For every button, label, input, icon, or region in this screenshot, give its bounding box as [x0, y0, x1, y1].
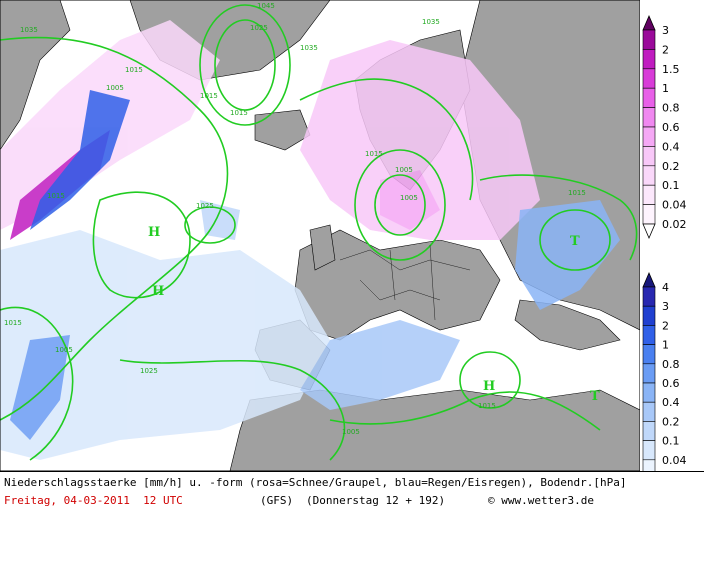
map-footer: Niederschlagsstaerke [mm/h] u. -form (ro… [0, 471, 704, 514]
isobar-1015-east [479, 174, 638, 261]
isobar-label: 1015 [125, 66, 143, 74]
legend-tick-label: 0.2 [662, 160, 680, 173]
pressure-center-high-2: H [152, 284, 164, 299]
legend-tick-label: 0.4 [662, 140, 680, 153]
isobar-label: 1045 [257, 2, 275, 10]
legend-swatch [642, 49, 656, 70]
land-anatolia [514, 299, 621, 351]
rain-areas [0, 90, 620, 460]
legend-tick-label: 1 [662, 339, 669, 352]
legend-tick-label: 0.02 [662, 218, 687, 231]
legend-arrow-bottom [642, 223, 656, 240]
legend-tick-label: 2 [662, 43, 669, 56]
legend-tick-label: 0.6 [662, 121, 680, 134]
isobar-label: 1005 [395, 166, 413, 174]
legend-tick-label: 0.1 [662, 435, 680, 448]
legend-swatch [642, 382, 656, 403]
model-name: (GFS) [260, 494, 294, 507]
legend-tick-label: 0.4 [662, 396, 680, 409]
pressure-center-high-1: H [148, 225, 160, 240]
isobar-label: 1015 [47, 192, 65, 200]
borders [339, 244, 471, 321]
isobar-label: 1035 [20, 26, 38, 34]
isobar-high-greenland [214, 19, 276, 111]
legend-tick-label: 3 [662, 300, 669, 313]
legend-tick-label: 0.8 [662, 102, 680, 115]
legend-tick-label: 0.1 [662, 179, 680, 192]
isobar-high-atlantic [92, 191, 191, 299]
legend-swatch [642, 165, 656, 186]
pressure-center-low-1: T [590, 389, 600, 404]
legend-tick-label: 0.2 [662, 415, 680, 428]
isobar-low-atlantic [184, 206, 236, 244]
isobar-label: 1005 [106, 84, 124, 92]
legend-swatch [642, 204, 656, 225]
legend-swatch [642, 440, 656, 461]
isobar-1025-south [119, 359, 346, 461]
isobar-low-west [0, 306, 74, 461]
pressure-center-low-2: T [570, 234, 580, 249]
isobar-1005-africa [329, 391, 601, 431]
isobar-labels: 1045 1035 1015 1005 1015 1035 1025 1015 … [4, 2, 586, 436]
legend-tick-label: 0.6 [662, 377, 680, 390]
isobar-label: 1015 [478, 402, 496, 410]
legend-swatch [642, 363, 656, 384]
forecast-date: Freitag, 04-03-2011 12 UTC [4, 494, 183, 507]
legend-swatch [642, 325, 656, 345]
source-credit: © www.wetter3.de [488, 494, 594, 507]
legend-tick-label: 2 [662, 319, 669, 332]
isobar-label: 1035 [300, 44, 318, 52]
legend-tick-label: 0.8 [662, 358, 680, 371]
isobar-low-blacksea [539, 209, 611, 271]
isobar-low-baltic [374, 174, 426, 236]
legend-swatch [642, 146, 656, 167]
isobar-high-med [459, 351, 521, 409]
isobar-label: 1005 [400, 194, 418, 202]
legend-swatch [642, 184, 656, 205]
isobar-label: 1015 [230, 109, 248, 117]
pressure-center-high-3: H [483, 379, 495, 394]
isobar-label: 1025 [140, 367, 158, 375]
isobar-high-greenland-outer [199, 4, 291, 126]
isobar-label: 1035 [422, 18, 440, 26]
legend-swatch [642, 305, 656, 326]
legend-swatch [642, 401, 656, 422]
isobar-label: 1015 [568, 189, 586, 197]
isobar-label: 1005 [342, 428, 360, 436]
weather-map: H H H T T 1045 1035 1015 1005 1015 1035 … [0, 0, 640, 471]
isobar-label: 1025 [196, 202, 214, 210]
legend-tick-label: 1 [662, 82, 669, 95]
legend-swatch [642, 68, 656, 89]
isobar-label: 1015 [200, 92, 218, 100]
isobar-label: 1025 [250, 24, 268, 32]
isobar-label: 1015 [365, 150, 383, 158]
isobar-1015-north [299, 78, 474, 201]
legend-swatch [642, 126, 656, 147]
legend-tick-label: 3 [662, 24, 669, 37]
legend-swatch [642, 421, 656, 441]
legend-swatch [642, 286, 656, 307]
land-iceland [254, 109, 311, 151]
pressure-centers: H H H T T [148, 225, 600, 404]
legend-tick-label: 4 [662, 281, 669, 294]
legend-tick-label: 1.5 [662, 63, 680, 76]
legend-tick-label: 0.04 [662, 199, 687, 212]
legend-snow: 3 2 1.5 1 0.8 0.6 0.4 0.2 0.1 0.04 0.02 [642, 14, 687, 240]
legend-arrow-top [642, 271, 656, 288]
legend-swatch [642, 344, 656, 365]
legend-swatch [642, 87, 656, 108]
footer-description: Niederschlagsstaerke [mm/h] u. -form (ro… [4, 476, 627, 489]
isobar-label: 1005 [55, 346, 73, 354]
legend-swatch [642, 29, 656, 50]
legend-arrow-top [642, 14, 656, 31]
isobars [0, 4, 638, 461]
legend-swatch [642, 107, 656, 128]
land-britain [309, 224, 336, 271]
isobar-label: 1015 [4, 319, 22, 327]
forecast-run: (Donnerstag 12 + 192) [306, 494, 446, 507]
legend-tick-label: 0.04 [662, 454, 687, 467]
isobar-low-baltic-outer [354, 149, 446, 261]
footer-info-line: Freitag, 04-03-2011 12 UTC (GFS) (Donner… [4, 494, 700, 572]
